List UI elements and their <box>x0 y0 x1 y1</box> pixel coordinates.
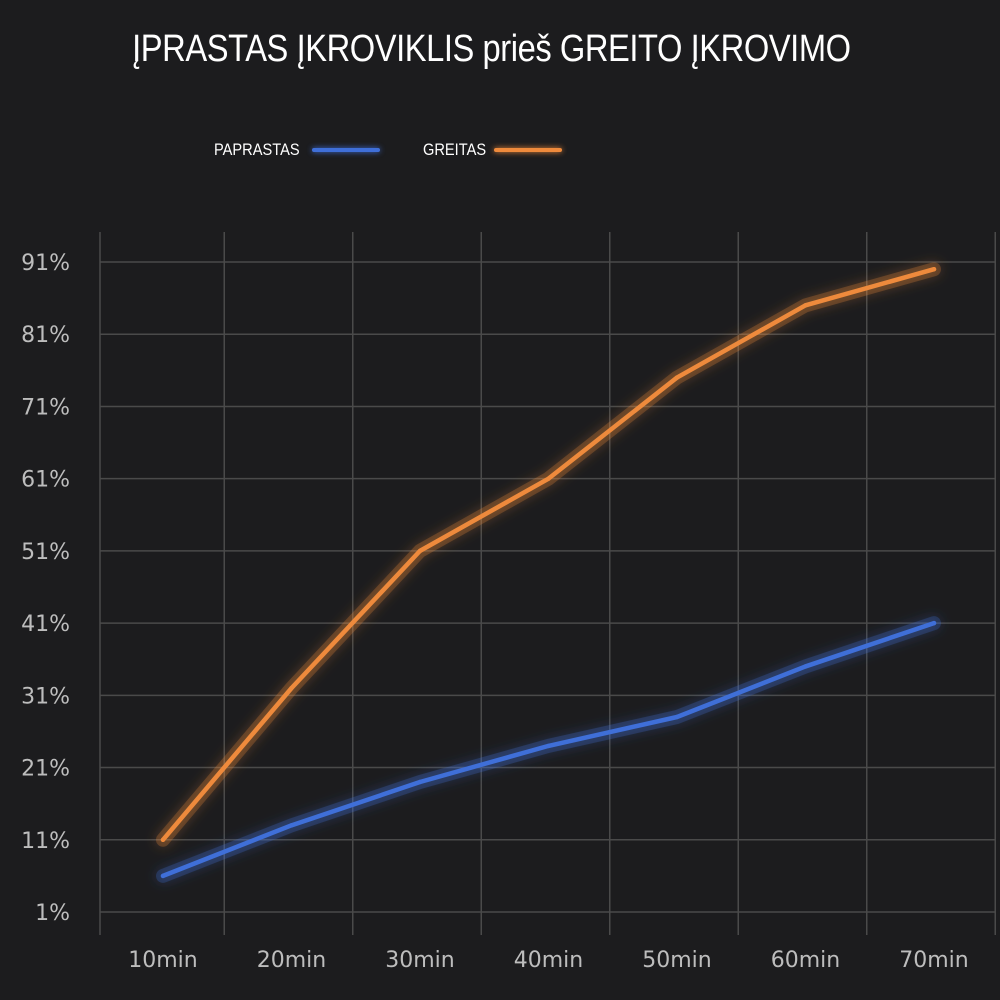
data-point <box>417 548 423 554</box>
grid <box>99 232 996 935</box>
x-tick-label: 70min <box>899 948 968 973</box>
legend-swatch-fast <box>494 148 563 152</box>
x-tick-label: 20min <box>257 948 326 973</box>
data-point <box>674 714 680 720</box>
legend-item-normal: PAPRASTAS <box>214 140 380 160</box>
legend-label-normal: PAPRASTAS <box>214 140 300 159</box>
legend-label-fast: GREITAS <box>423 140 487 159</box>
data-point <box>417 779 423 785</box>
series-normal <box>156 616 941 883</box>
y-tick-label: 81% <box>21 323 70 348</box>
series-fast <box>156 262 941 847</box>
y-tick-label: 1% <box>35 901 70 926</box>
series-glow <box>156 262 941 847</box>
x-tick-label: 60min <box>771 948 840 973</box>
data-point <box>546 743 551 749</box>
series-line <box>160 266 937 843</box>
data-point <box>289 823 294 828</box>
data-point <box>803 664 808 669</box>
data-point <box>931 620 937 626</box>
y-tick-label: 31% <box>21 684 70 709</box>
data-point <box>160 873 166 879</box>
x-axis-labels: 10min 20min 30min 40min 50min 60min 70min <box>128 948 968 973</box>
y-tick-label: 41% <box>21 612 70 637</box>
x-tick-label: 50min <box>642 948 711 973</box>
chart-title: ĮPRASTAS ĮKROVIKLIS prieš GREITO ĮKROVIM… <box>132 28 851 70</box>
legend-swatch-normal <box>311 148 380 152</box>
y-tick-label: 91% <box>21 251 70 276</box>
y-axis-labels: 1% 11% 21% 31% 41% 51% 61% 71% 81% 91% <box>21 251 70 926</box>
data-point <box>803 303 808 308</box>
data-point <box>546 476 551 481</box>
y-tick-label: 21% <box>21 757 70 782</box>
y-tick-label: 51% <box>21 540 70 565</box>
x-tick-label: 10min <box>128 948 197 973</box>
legend: PAPRASTAS GREITAS <box>0 140 1000 170</box>
data-point <box>160 837 166 842</box>
x-tick-label: 30min <box>385 948 454 973</box>
series-lines <box>156 262 941 883</box>
x-tick-label: 40min <box>514 948 583 973</box>
y-tick-label: 11% <box>21 829 70 854</box>
legend-item-fast: GREITAS <box>423 140 563 160</box>
data-point <box>289 685 294 691</box>
y-tick-label: 61% <box>21 468 70 493</box>
y-tick-label: 71% <box>21 395 70 420</box>
data-point <box>674 375 680 380</box>
data-point <box>931 267 937 272</box>
